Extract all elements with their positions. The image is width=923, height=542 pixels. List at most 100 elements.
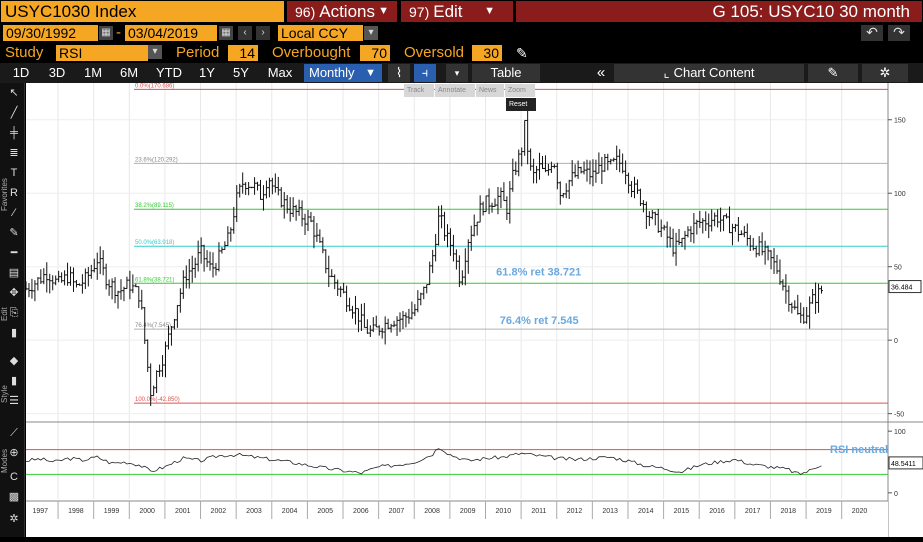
chart-type-dropdown-icon[interactable]: ▾ [446,64,468,82]
line-chart-icon[interactable]: ⌇ [388,64,410,82]
dropdown-icon[interactable]: ▾ [364,26,378,40]
layers-icon[interactable]: ▩ [8,491,20,503]
collapse-left-icon[interactable]: « [596,64,606,81]
retracement-icon[interactable]: R [10,187,18,199]
line-tool-icon[interactable]: ╱ [10,107,18,119]
price-axis-label: 100 [894,191,906,198]
move-icon[interactable]: ✥ [9,287,19,299]
currency-mode-icon[interactable]: C [10,471,18,483]
actions-menu-button[interactable]: 96) Actions ▼ [287,1,397,22]
period-max-button[interactable]: Max [267,65,293,80]
pencil-icon[interactable]: ✎ [516,45,528,61]
rsi-axis-label: 100 [894,429,906,436]
x-axis-background [26,501,888,537]
reset-label: Reset [509,101,528,108]
start-date-field[interactable]: 09/30/1992 [3,25,98,41]
frequency-select[interactable]: Monthly ▼ [304,64,382,82]
x-axis-label: 1998 [68,508,84,515]
currency-select[interactable]: Local CCY [278,25,363,41]
crosshair-icon[interactable]: ⊕ [9,447,19,459]
zoom-button[interactable]: Zoom [505,84,535,97]
period-1d-button[interactable]: 1D [12,65,30,80]
fib-level-label: 23.6%(120.292) [135,157,178,163]
favorites-label: Favorites [0,178,9,211]
x-axis-label: 2000 [139,508,155,515]
arrow-right-icon[interactable]: › [256,26,270,40]
edit-menu-button[interactable]: 97) Edit ▼ [401,1,513,22]
oversold-input[interactable]: 30 [472,45,502,61]
x-axis-label: 2001 [175,508,191,515]
last-price-label: 36.484 [891,285,913,292]
toolbar: 1D 3D 1M 6M YTD 1Y 5Y Max Monthly ▼ ⌇ ⫞ … [0,63,923,83]
annotate-button[interactable]: Annotate [435,84,475,97]
window-title: G 105: USYC10 30 month [516,1,922,22]
arrow-left-icon[interactable]: ‹ [238,26,252,40]
track-label: Track [407,87,425,94]
cursor-icon[interactable]: ↖ [9,87,19,99]
x-axis-label: 2015 [674,508,690,515]
overbought-label: Overbought [272,44,351,61]
chart-area[interactable]: 0.0%(170.686) 23.6%(120.292) 38.2%(89.115)… [21,83,923,537]
modes-icon[interactable]: ⟋ [10,427,18,439]
price-grid [26,83,889,537]
horizontal-line-icon[interactable]: ╪ [10,127,18,139]
news-button[interactable]: News [476,84,504,97]
x-axis: 1997 1998 1999 2000 2001 2002 2003 2004 2005 2006… [21,500,888,537]
retracement-annotation: 61.8% ret 38.721 [496,267,581,279]
ohlc-bar-icon[interactable]: ⫞ [414,64,436,82]
x-axis-label: 2005 [317,508,333,515]
ticker-field[interactable]: USYC1030 Index [1,1,284,22]
actions-label: Actions [319,2,375,21]
period-6m-button[interactable]: 6M [119,65,139,80]
x-axis-label: 2003 [246,508,262,515]
redo-icon[interactable]: ↷ [888,25,910,41]
undo-icon[interactable]: ↶ [861,25,883,41]
reset-button[interactable]: Reset [506,98,536,111]
x-axis-label: 2007 [389,508,405,515]
color-picker-icon[interactable]: ◆ [9,355,19,367]
period-label: Period [176,44,220,61]
chart-svg[interactable]: 0.0%(170.686) 23.6%(120.292) 38.2%(89.115)… [21,83,923,537]
dropdown-icon[interactable]: ▾ [148,45,162,59]
calendar-icon[interactable]: ▦ [219,26,233,40]
overbought-input[interactable]: 70 [360,45,390,61]
caret-down-icon: ▼ [365,67,376,79]
line-style-icon[interactable]: ☰ [9,395,19,407]
retracement-annotation: 76.4% ret 7.545 [500,315,579,327]
gear-icon[interactable]: ✲ [862,64,908,82]
pen-icon[interactable]: ✎ [9,227,19,239]
calendar-icon[interactable]: ▦ [99,26,113,40]
fibonacci-icon[interactable]: ≣ [9,147,19,159]
track-button[interactable]: Track [404,84,434,97]
period-1m-button[interactable]: 1M [83,65,103,80]
end-date-field[interactable]: 03/04/2019 [125,25,217,41]
last-price-box [888,280,922,294]
copy-icon[interactable]: ⎘ [9,307,19,319]
x-axis-label: 2012 [567,508,583,515]
dash-icon[interactable]: ━ [10,247,18,259]
x-axis-label: 2006 [353,508,369,515]
x-axis-label: 2004 [282,508,298,515]
table-button[interactable]: Table [472,64,540,82]
x-axis-label: 1999 [104,508,120,515]
text-tool-icon[interactable]: T [10,167,18,179]
period-3d-button[interactable]: 3D [48,65,66,80]
rsi-last-box [888,456,923,470]
fill-icon[interactable]: ▮ [10,375,18,387]
period-5y-button[interactable]: 5Y [233,65,249,80]
x-axis-label: 2008 [424,508,440,515]
oversold-label: Oversold [404,44,465,61]
settings-icon[interactable]: ✲ [9,513,19,525]
period-1y-button[interactable]: 1Y [199,65,215,80]
chart-content-label: Chart Content [673,65,755,80]
edit-shortcut: 97) [409,4,430,20]
stack-icon[interactable]: ▤ [8,267,20,279]
study-select[interactable]: RSI [56,45,148,61]
chart-content-button[interactable]: ⌞ Chart Content [614,64,804,82]
delete-icon[interactable]: ▮ [10,327,18,339]
period-ytd-button[interactable]: YTD [156,65,182,80]
edit-chart-icon[interactable]: ✎ [808,64,858,82]
brush-icon[interactable]: ⁄ [13,207,15,219]
period-input[interactable]: 14 [228,45,258,61]
